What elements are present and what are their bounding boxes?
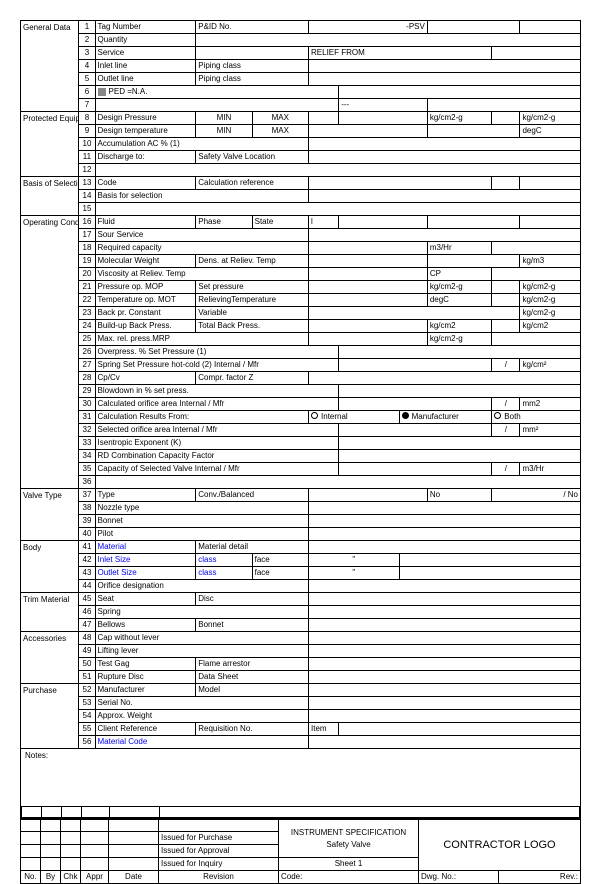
section-basis: Basis of Selection — [21, 177, 79, 216]
notes-label: Notes: — [25, 751, 48, 760]
row-1-tag: Tag Number — [95, 21, 196, 34]
title-block: INSTRUMENT SPECIFICATION Safety Valve CO… — [20, 819, 581, 884]
notes-bottom-grid — [21, 806, 580, 818]
section-accessories: Accessories — [21, 632, 79, 684]
ped-checkbox[interactable] — [98, 88, 106, 96]
sheet-number: Sheet 1 — [279, 858, 419, 871]
radio-manufacturer[interactable]: Manufacturer — [399, 411, 492, 424]
section-general: General Data — [21, 21, 79, 112]
radio-internal[interactable]: Internal — [309, 411, 400, 424]
section-purchase: Purchase — [21, 684, 79, 749]
section-valve: Valve Type — [21, 489, 79, 541]
notes-area: Notes: — [20, 749, 581, 819]
section-trim: Trim Material — [21, 593, 79, 632]
spec-table: General Data 1 Tag Number P&ID No. -PSV … — [20, 20, 581, 749]
section-protected: Protected Equipment — [21, 112, 79, 177]
section-operating: Operating Conditions — [21, 216, 79, 489]
radio-both[interactable]: Both — [492, 411, 581, 424]
doc-title: INSTRUMENT SPECIFICATION Safety Valve — [279, 820, 419, 858]
contractor-logo: CONTRACTOR LOGO — [419, 820, 581, 871]
section-body: Body — [21, 541, 79, 593]
